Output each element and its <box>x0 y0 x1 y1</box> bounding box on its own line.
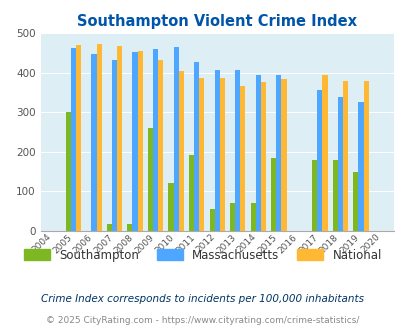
Bar <box>66 112 71 231</box>
Bar <box>250 203 255 231</box>
Bar <box>209 209 214 231</box>
Bar <box>137 51 143 231</box>
Bar <box>127 224 132 231</box>
Bar <box>132 52 137 231</box>
Bar <box>117 47 122 231</box>
Bar <box>362 81 368 231</box>
Bar <box>311 160 317 231</box>
Bar <box>96 44 101 231</box>
Bar <box>255 75 260 231</box>
Bar <box>71 49 76 231</box>
Text: Crime Index corresponds to incidents per 100,000 inhabitants: Crime Index corresponds to incidents per… <box>41 294 364 304</box>
Bar <box>153 49 158 231</box>
Bar <box>352 172 358 231</box>
Bar <box>214 70 219 231</box>
Bar <box>199 78 204 231</box>
Bar <box>230 203 234 231</box>
Bar <box>188 154 194 231</box>
Legend: Southampton, Massachusetts, National: Southampton, Massachusetts, National <box>19 244 386 266</box>
Bar <box>147 128 153 231</box>
Bar <box>76 45 81 231</box>
Bar <box>112 60 117 231</box>
Bar <box>322 75 327 231</box>
Bar <box>194 61 199 231</box>
Bar <box>219 78 224 231</box>
Bar <box>158 60 163 231</box>
Bar <box>332 160 337 231</box>
Bar <box>275 75 281 231</box>
Bar <box>317 90 322 231</box>
Bar <box>260 82 265 231</box>
Title: Southampton Violent Crime Index: Southampton Violent Crime Index <box>77 14 356 29</box>
Bar <box>358 102 362 231</box>
Bar <box>337 97 342 231</box>
Bar <box>173 47 178 231</box>
Bar <box>240 86 245 231</box>
Bar <box>271 158 275 231</box>
Bar <box>178 71 183 231</box>
Text: © 2025 CityRating.com - https://www.cityrating.com/crime-statistics/: © 2025 CityRating.com - https://www.city… <box>46 316 359 325</box>
Bar <box>168 183 173 231</box>
Bar <box>107 224 112 231</box>
Bar <box>91 53 96 231</box>
Bar <box>281 79 286 231</box>
Bar <box>342 81 347 231</box>
Bar <box>234 70 240 231</box>
